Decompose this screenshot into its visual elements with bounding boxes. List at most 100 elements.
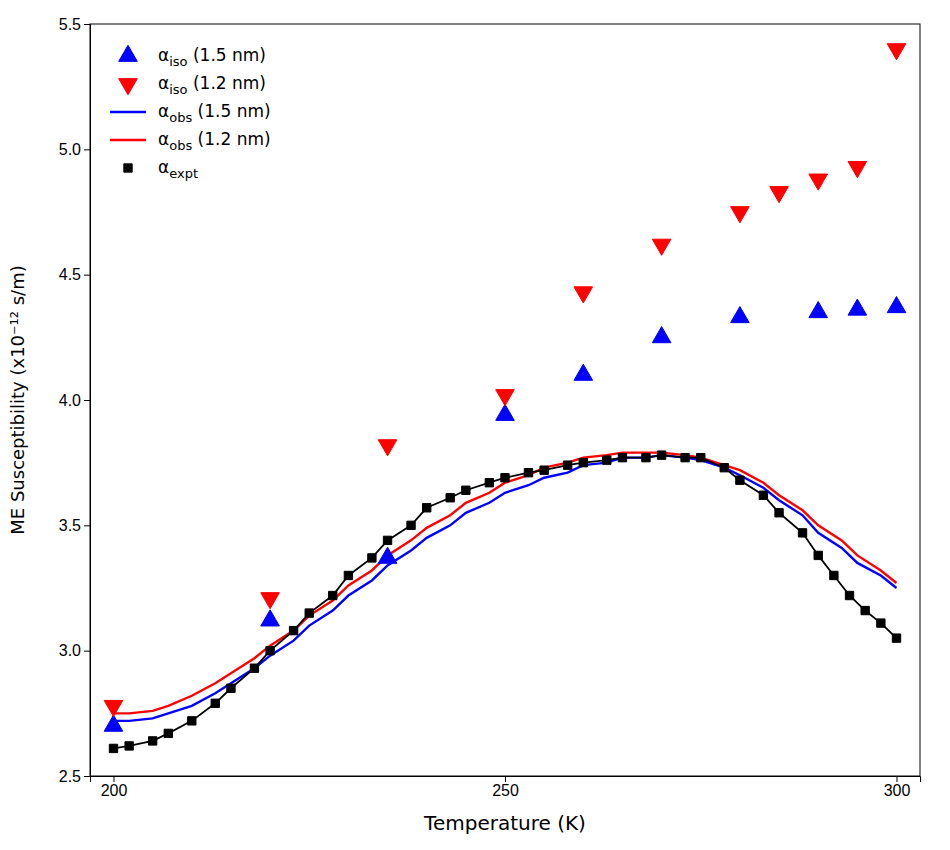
series-marker (501, 474, 509, 482)
y-tick-label: 2.5 (59, 768, 81, 785)
legend-swatch (124, 164, 132, 172)
series-line (113, 455, 896, 748)
series-marker (574, 364, 593, 380)
legend-swatch (110, 111, 146, 113)
series-marker (775, 509, 783, 517)
legend-label: αiso (1.2 nm) (158, 73, 266, 97)
plot-area (104, 44, 906, 753)
legend-item: αobs (1.2 nm) (110, 129, 271, 153)
legend-item: αexpt (124, 157, 198, 181)
series-marker (830, 571, 838, 579)
series-marker (809, 302, 828, 318)
series-marker (848, 162, 867, 178)
series-marker (770, 187, 789, 203)
legend-label: αobs (1.5 nm) (158, 101, 271, 125)
series-marker (574, 287, 593, 303)
y-tick-mark (84, 275, 90, 276)
series-marker (227, 684, 235, 692)
series-marker (250, 664, 258, 672)
series-marker (211, 699, 219, 707)
series-marker (540, 466, 548, 474)
chart: 200 250 300 2.5 3.0 3.5 4.0 4.5 5.0 5.5 Temperatur… (0, 0, 950, 850)
x-axis: 200 250 300 (91, 776, 921, 799)
series-marker (736, 476, 744, 484)
legend-swatch (119, 79, 138, 95)
series-marker (657, 451, 665, 459)
series-marker (798, 529, 806, 537)
series-marker (485, 479, 493, 487)
y-tick-label: 5.5 (59, 16, 81, 33)
legend-swatch (119, 45, 138, 61)
series-marker (109, 744, 117, 752)
series-marker (188, 717, 196, 725)
series-marker (344, 571, 352, 579)
x-tick-label: 300 (884, 782, 911, 799)
series-marker (603, 456, 611, 464)
series-marker (378, 440, 397, 456)
series-line (113, 453, 896, 714)
x-tick: 250 (492, 776, 519, 799)
series-marker (383, 536, 391, 544)
legend-label: αobs (1.2 nm) (158, 129, 271, 153)
legend-label: αexpt (158, 157, 198, 181)
series-marker (731, 307, 750, 323)
x-axis-title: Temperature (K) (423, 811, 586, 835)
series-marker (164, 729, 172, 737)
series-marker (266, 646, 274, 654)
x-tick: 300 (884, 776, 911, 799)
series-marker (579, 458, 587, 466)
series-marker (261, 593, 280, 609)
y-tick: 5.0 (59, 141, 90, 158)
legend-swatch (110, 139, 146, 141)
series-marker (861, 606, 869, 614)
x-tick-mark (113, 776, 114, 782)
series-marker (496, 390, 515, 406)
series-marker (848, 299, 867, 315)
series-marker (731, 207, 750, 223)
series-marker (618, 453, 626, 461)
legend-item: αiso (1.2 nm) (119, 73, 266, 97)
series-marker (125, 742, 133, 750)
y-axis: 2.5 3.0 3.5 4.0 4.5 5.0 5.5 (59, 16, 91, 785)
y-tick: 5.5 (59, 16, 90, 33)
y-tick: 2.5 (59, 768, 90, 785)
series-marker (642, 453, 650, 461)
legend: αiso (1.5 nm) αiso (1.2 nm) αobs (1.5 nm) α… (110, 45, 271, 181)
series-marker (720, 463, 728, 471)
series-marker (892, 634, 900, 642)
series-marker (887, 44, 906, 60)
y-tick-mark (84, 651, 90, 652)
legend-label: αiso (1.5 nm) (158, 45, 266, 69)
series-marker (261, 610, 280, 626)
series-marker (289, 626, 297, 634)
series-marker (697, 453, 705, 461)
y-tick-mark (84, 400, 90, 401)
y-tick-label: 4.5 (59, 266, 81, 283)
x-tick-mark (897, 776, 898, 782)
series-marker (652, 327, 671, 343)
series-marker (407, 521, 415, 529)
series-marker (305, 609, 313, 617)
series-marker (329, 591, 337, 599)
series-marker (652, 239, 671, 255)
series-marker (378, 547, 397, 563)
y-tick-label: 3.0 (59, 642, 81, 659)
plot-frame (90, 24, 920, 776)
series-marker (368, 554, 376, 562)
series-marker (877, 619, 885, 627)
y-tick-mark (84, 525, 90, 526)
y-tick-label: 3.5 (59, 517, 81, 534)
y-tick: 4.0 (59, 392, 90, 409)
series-marker (524, 469, 532, 477)
series-marker (446, 494, 454, 502)
x-tick-label: 200 (101, 782, 128, 799)
series-marker (887, 297, 906, 313)
y-tick-label: 5.0 (59, 141, 81, 158)
series-marker (759, 491, 767, 499)
series-marker (148, 737, 156, 745)
y-tick-mark (84, 149, 90, 150)
x-axis-line (91, 777, 921, 783)
y-axis-title: ME Susceptibility (x10⁻¹² s/m) (7, 265, 28, 534)
y-tick-mark (84, 24, 90, 25)
series-marker (104, 700, 123, 716)
